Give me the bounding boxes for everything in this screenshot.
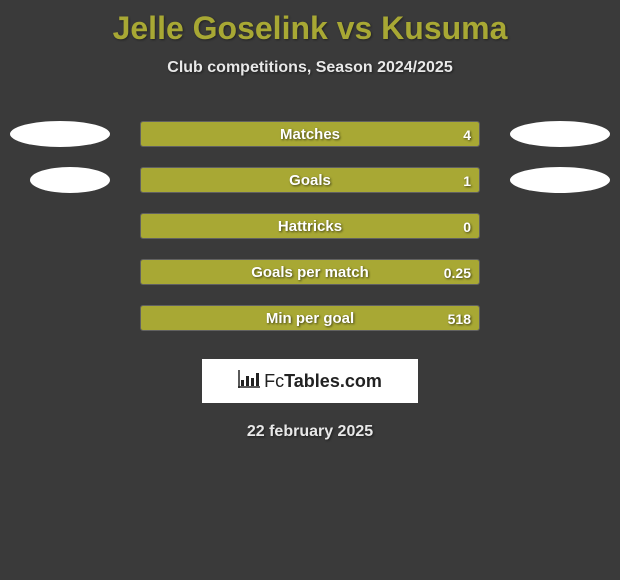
logo-text: FcTables.com (264, 371, 382, 392)
stat-value: 4 (463, 122, 471, 148)
logo-text-fc: Fc (264, 371, 284, 391)
stat-bar: Goals per match0.25 (140, 259, 480, 285)
chart-icon (238, 370, 260, 393)
stat-bar: Hattricks0 (140, 213, 480, 239)
stat-row: Goals1 (0, 165, 620, 195)
stat-value: 0.25 (444, 260, 471, 286)
stat-bar: Goals1 (140, 167, 480, 193)
player-left-indicator (10, 121, 110, 147)
stat-bar: Matches4 (140, 121, 480, 147)
stat-label: Goals (141, 168, 479, 194)
stat-row: Matches4 (0, 119, 620, 149)
stat-label: Hattricks (141, 214, 479, 240)
stat-row: Min per goal518 (0, 303, 620, 333)
player-right-indicator (510, 167, 610, 193)
stat-bar: Min per goal518 (140, 305, 480, 331)
stats-container: Matches4Goals1Hattricks0Goals per match0… (0, 119, 620, 333)
stat-label: Matches (141, 122, 479, 148)
stat-value: 518 (448, 306, 471, 332)
logo-text-tables: Tables.com (284, 371, 382, 391)
stat-value: 1 (463, 168, 471, 194)
stat-label: Goals per match (141, 260, 479, 286)
player-right-indicator (510, 121, 610, 147)
stat-row: Hattricks0 (0, 211, 620, 241)
fctables-logo: FcTables.com (202, 359, 418, 403)
stat-value: 0 (463, 214, 471, 240)
player-left-indicator (30, 167, 110, 193)
page-subtitle: Club competitions, Season 2024/2025 (0, 59, 620, 77)
stat-label: Min per goal (141, 306, 479, 332)
page-title: Jelle Goselink vs Kusuma (0, 0, 620, 47)
stat-row: Goals per match0.25 (0, 257, 620, 287)
date-label: 22 february 2025 (0, 423, 620, 441)
